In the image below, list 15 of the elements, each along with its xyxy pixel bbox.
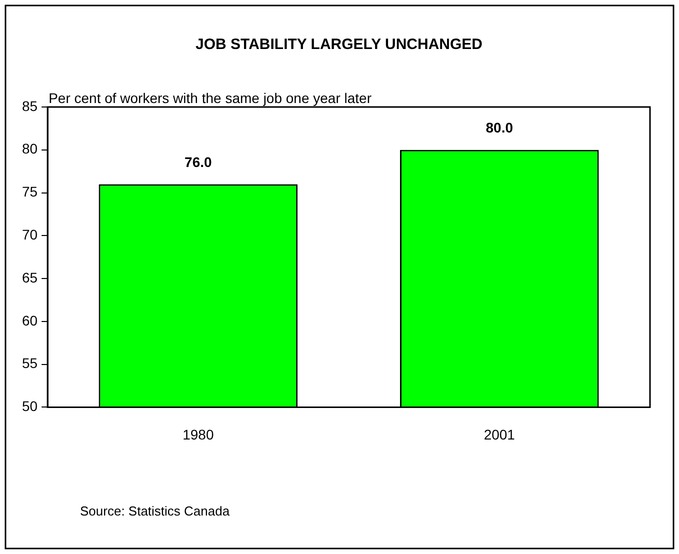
y-axis-title: Per cent of workers with the same job one year later [48,90,372,106]
x-tick-label: 2001 [484,426,516,442]
y-tick-label: 85 [22,98,38,114]
data-label: 80.0 [486,120,514,136]
y-tick-label: 55 [22,355,38,372]
y-tick-label: 70 [22,226,38,243]
y-tick-label: 50 [22,398,38,414]
y-tick-label: 65 [22,269,38,286]
x-tick-label: 1980 [182,426,214,442]
y-tick-label: 60 [22,312,38,328]
y-tick-label: 75 [22,184,38,200]
data-label: 76.0 [184,154,212,170]
source-note: Source: Statistics Canada [80,504,230,519]
chart-title: JOB STABILITY LARGELY UNCHANGED [196,36,483,54]
y-tick-label: 80 [22,140,38,157]
